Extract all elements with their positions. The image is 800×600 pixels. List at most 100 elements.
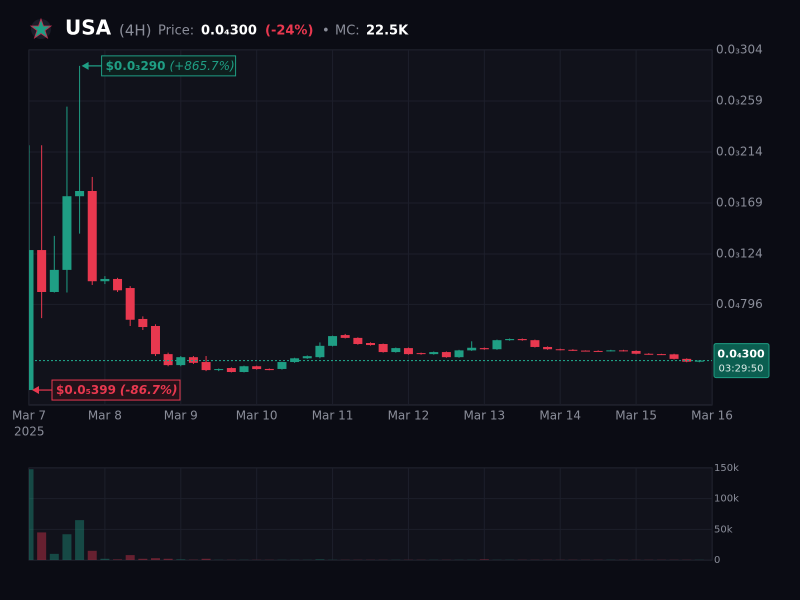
candle-body: [49, 269, 59, 292]
arrow-head: [81, 61, 89, 70]
candle-body: [188, 357, 198, 363]
volume-bar: [315, 559, 325, 560]
volume-bar: [49, 553, 59, 560]
y-tick-label: 0.0₃304: [716, 43, 763, 57]
volume-bar: [113, 559, 123, 560]
volume-bar: [75, 520, 85, 560]
candle-body: [467, 347, 477, 351]
candle-body: [226, 368, 236, 373]
arrow-head: [32, 386, 39, 395]
price-label: Price:: [158, 24, 194, 39]
candle-body: [315, 345, 325, 358]
volume-bar: [37, 532, 47, 560]
annotation-box: [51, 379, 181, 401]
volume-pane: [28, 467, 713, 561]
volume-tick-label: 150k: [714, 463, 739, 474]
annotation-box: [101, 55, 237, 77]
candle-body: [505, 339, 515, 341]
candle-body: [391, 348, 401, 353]
candle-body: [631, 350, 641, 354]
candle-body: [87, 191, 97, 282]
last-price-label: 0.0₄300: [717, 348, 765, 361]
y-tick-label: 0.0₃169: [716, 196, 763, 210]
volume-tick-label: 0: [714, 555, 720, 566]
candle-body: [163, 354, 173, 366]
candle-body: [252, 366, 262, 370]
candles: [29, 50, 712, 405]
candle-body: [555, 349, 565, 351]
countdown: 03:29:50: [719, 364, 764, 375]
price-pane: [28, 49, 713, 406]
annotation-text: $0.0₃290 (+865.7%): [106, 58, 235, 72]
candle-body: [593, 350, 603, 352]
annotation-price: $0.0₃290: [106, 58, 166, 72]
candle-body: [403, 348, 413, 355]
candle-body: [669, 354, 679, 359]
candle-body: [150, 325, 160, 355]
x-tick-label: Mar 16: [691, 409, 733, 423]
candle-body: [581, 350, 591, 352]
change: (-24%): [265, 24, 313, 39]
candle-body: [454, 350, 464, 358]
annotation-change: (+865.7%): [170, 58, 235, 72]
candle-body: [264, 368, 274, 371]
candle-body: [492, 340, 502, 350]
x-tick-label: Mar 11: [312, 409, 354, 423]
candle-body: [543, 346, 553, 350]
candle-body: [416, 353, 426, 355]
candle-body: [290, 358, 300, 363]
candle-body: [277, 362, 287, 369]
candle-body: [138, 318, 148, 328]
logo: [29, 17, 53, 40]
x-tick-label: Mar 13: [463, 409, 505, 423]
candle-body: [328, 336, 338, 346]
year-label: 2025: [14, 425, 45, 439]
candle-body: [656, 354, 666, 356]
volume-bar: [176, 559, 186, 560]
candle-body: [378, 344, 388, 353]
volumes: [29, 468, 712, 560]
volume-bar: [150, 558, 160, 560]
x-tick-label: Mar 14: [539, 409, 581, 423]
candle-body: [530, 340, 540, 347]
candle-body: [302, 356, 312, 359]
volume-bar: [125, 555, 135, 560]
candle-body: [29, 250, 34, 391]
candle-body: [340, 335, 350, 338]
volume-bar: [163, 558, 173, 560]
annotation-text: $0.0₅399 (-86.7%): [56, 383, 178, 397]
candle-body: [479, 348, 489, 350]
candle-body: [100, 278, 110, 282]
volume-bar: [100, 558, 110, 560]
x-tick-label: Mar 9: [164, 409, 198, 423]
separator: •: [322, 24, 330, 39]
candle-body: [62, 196, 72, 270]
volume-bar: [479, 559, 489, 560]
candle-body: [366, 342, 375, 346]
candle-body: [201, 362, 211, 371]
interval: (4H): [119, 22, 152, 40]
mc-label: MC:: [335, 24, 360, 39]
symbol: USA: [65, 16, 112, 40]
annotation-change: (-86.7%): [120, 383, 178, 397]
candle-body: [441, 352, 451, 358]
candle-body: [214, 369, 224, 371]
candle-body: [644, 353, 654, 355]
volume-bar: [138, 558, 148, 560]
x-tick-label: Mar 10: [236, 409, 278, 423]
volume-bar: [62, 534, 72, 560]
volume-tick-label: 50k: [714, 524, 733, 535]
x-tick-label: Mar 7: [12, 409, 46, 423]
x-tick-label: Mar 8: [88, 409, 122, 423]
annotation-price: $0.0₅399: [56, 383, 116, 397]
volume-bar: [29, 469, 34, 560]
candle-body: [618, 350, 628, 352]
candle-body: [606, 350, 616, 352]
candle-body: [37, 250, 47, 292]
x-tick-label: Mar 15: [615, 409, 657, 423]
candle-body: [113, 278, 123, 291]
candle-body: [517, 339, 527, 341]
candle-body: [682, 358, 692, 362]
